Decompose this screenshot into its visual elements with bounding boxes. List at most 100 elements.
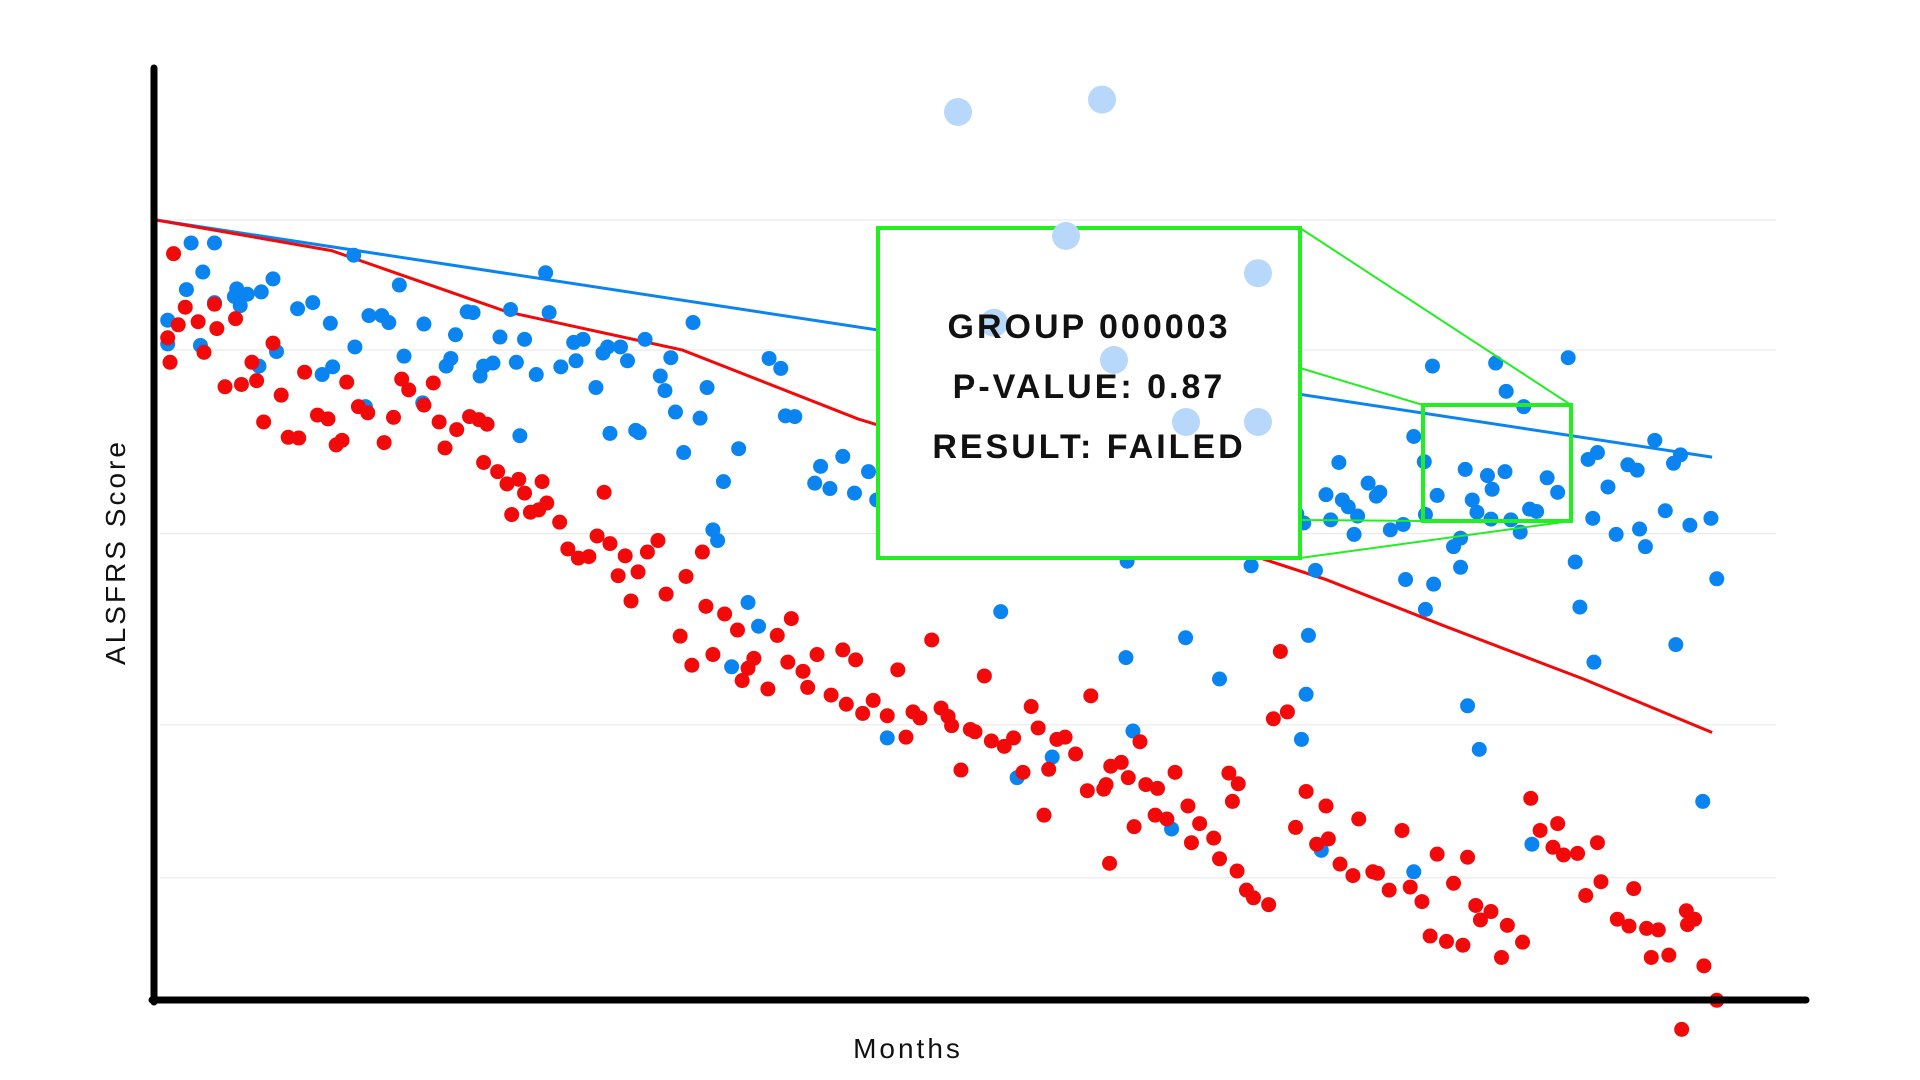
red-point-79 [800, 679, 816, 695]
red-point-108 [1041, 761, 1057, 777]
blue-point-200 [1586, 654, 1602, 670]
red-point-171 [1545, 839, 1561, 855]
red-point-143 [1288, 819, 1304, 835]
red-point-60 [639, 544, 655, 560]
red-point-30 [401, 382, 417, 398]
red-point-128 [1180, 798, 1196, 814]
blue-point-178 [1464, 492, 1480, 508]
blue-point-47 [553, 359, 569, 375]
blue-point-170 [1424, 358, 1440, 374]
red-point-107 [1036, 807, 1052, 823]
red-point-124 [1147, 807, 1163, 823]
red-point-122 [1132, 734, 1148, 750]
red-point-172 [1550, 816, 1566, 832]
red-point-27 [376, 435, 392, 451]
red-point-6 [196, 344, 212, 360]
red-point-141 [1272, 643, 1288, 659]
red-point-81 [823, 687, 839, 703]
blue-point-83 [846, 485, 862, 501]
red-point-153 [1381, 882, 1397, 898]
red-point-75 [769, 627, 785, 643]
red-point-15 [265, 335, 281, 351]
red-point-35 [449, 422, 465, 438]
red-point-29 [394, 371, 410, 387]
red-point-152 [1369, 865, 1385, 881]
red-point-18 [291, 430, 307, 446]
blue-point-166 [1406, 428, 1422, 444]
blue-point-74 [751, 618, 767, 634]
red-point-1 [162, 354, 178, 370]
blue-point-50 [575, 331, 591, 347]
red-point-85 [855, 705, 871, 721]
red-point-135 [1229, 863, 1245, 879]
red-point-12 [244, 354, 260, 370]
blue-point-171 [1426, 576, 1442, 592]
red-point-132 [1212, 851, 1228, 867]
red-point-129 [1183, 835, 1199, 851]
blue-point-84 [861, 464, 877, 480]
callout-box [876, 226, 1302, 560]
red-point-126 [1159, 811, 1175, 827]
red-point-69 [717, 606, 733, 622]
blue-point-38 [485, 355, 501, 371]
red-point-48 [539, 495, 555, 511]
blue-point-106 [1044, 749, 1060, 765]
red-point-31 [416, 397, 432, 413]
blue-point-55 [612, 339, 628, 355]
callout-point-0 [944, 98, 972, 126]
blue-point-35 [465, 305, 481, 321]
red-point-53 [589, 528, 605, 544]
blue-point-58 [631, 425, 647, 441]
red-point-40 [490, 464, 506, 480]
blue-point-79 [807, 475, 823, 491]
blue-point-207 [1637, 539, 1653, 555]
blue-point-66 [692, 410, 708, 426]
blue-point-159 [1360, 475, 1376, 491]
red-point-26 [360, 405, 376, 421]
blue-point-41 [508, 354, 524, 370]
blue-point-209 [1657, 503, 1673, 519]
blue-point-203 [1608, 526, 1624, 542]
red-point-61 [650, 533, 666, 549]
callout-point-5 [1244, 408, 1272, 436]
blue-point-194 [1550, 484, 1566, 500]
red-point-76 [780, 654, 796, 670]
blue-point-165 [1406, 864, 1422, 880]
red-point-16 [273, 387, 289, 403]
red-point-111 [1068, 746, 1084, 762]
red-point-70 [729, 622, 745, 638]
blue-point-215 [1703, 510, 1719, 526]
blue-point-13 [253, 284, 269, 300]
red-point-121 [1126, 819, 1142, 835]
blue-point-82 [835, 448, 851, 464]
red-point-7 [207, 296, 222, 312]
red-point-5 [190, 314, 206, 330]
red-point-174 [1570, 845, 1586, 861]
blue-point-18 [314, 367, 330, 383]
red-point-165 [1483, 904, 1499, 920]
red-point-106 [1030, 720, 1046, 736]
red-point-115 [1098, 777, 1114, 793]
red-point-57 [617, 548, 633, 564]
blue-point-49 [568, 353, 584, 369]
red-point-33 [431, 414, 447, 430]
red-point-52 [581, 549, 597, 565]
blue-point-150 [1307, 562, 1323, 578]
blue-point-87 [879, 730, 895, 746]
red-point-34 [437, 440, 453, 456]
red-point-8 [209, 321, 225, 337]
red-point-44 [517, 485, 533, 501]
blue-point-148 [1298, 686, 1314, 702]
red-point-146 [1318, 798, 1334, 814]
red-point-136 [1230, 776, 1246, 792]
red-point-181 [1639, 920, 1655, 936]
red-point-50 [560, 541, 576, 557]
red-point-145 [1309, 836, 1325, 852]
red-point-150 [1351, 811, 1367, 827]
red-point-102 [1006, 730, 1022, 746]
red-point-182 [1643, 949, 1659, 965]
blue-point-128 [1178, 630, 1194, 646]
red-point-4 [177, 299, 193, 315]
red-point-41 [499, 476, 515, 492]
red-point-98 [967, 724, 983, 740]
